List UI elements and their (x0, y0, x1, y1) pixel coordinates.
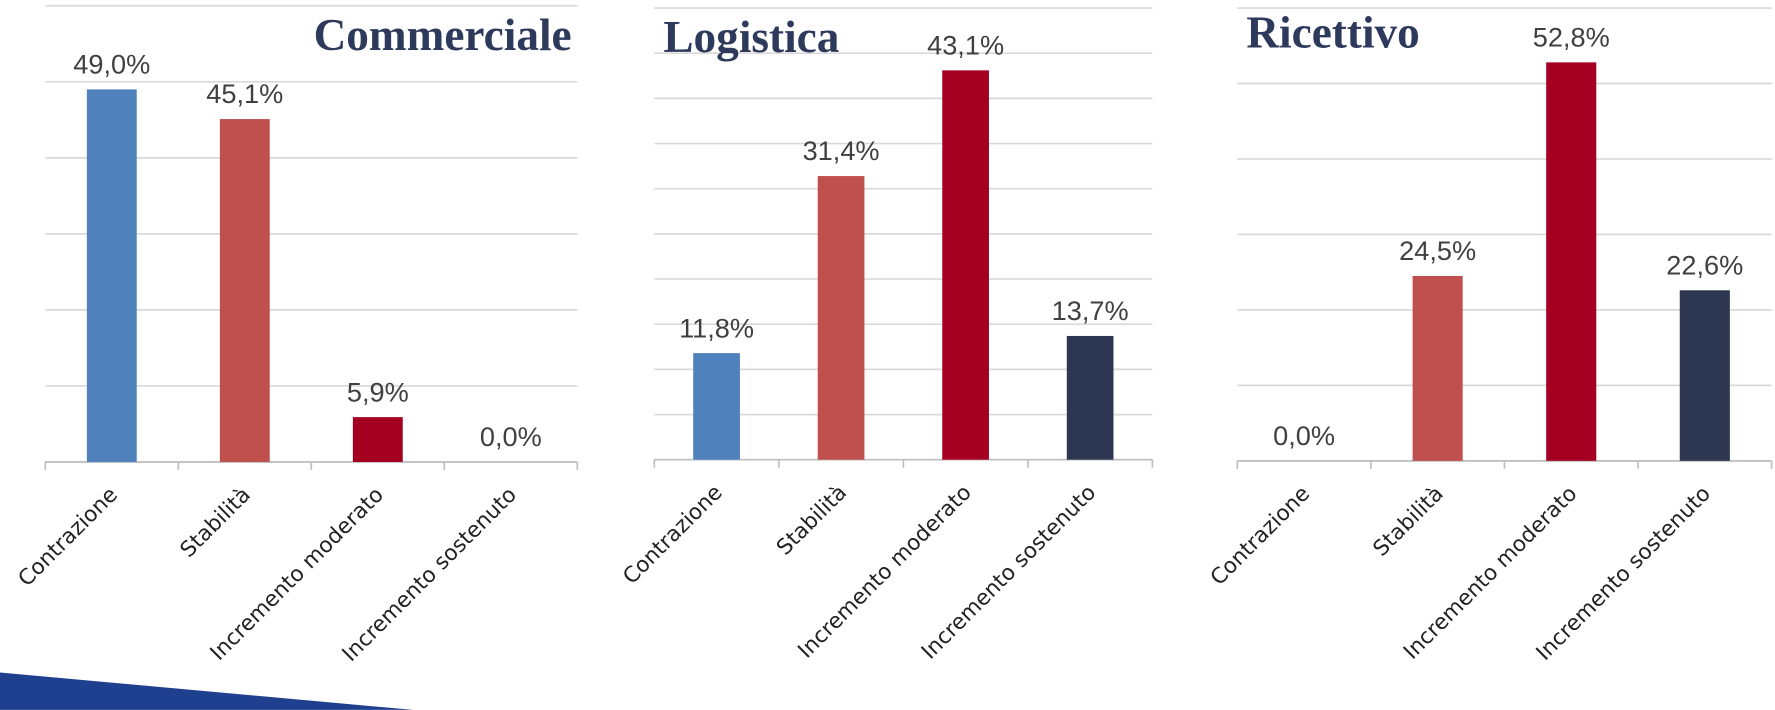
decor-band (0, 672, 414, 710)
value-label: 5,9% (347, 376, 409, 407)
value-label: 31,4% (803, 135, 880, 166)
bar (1412, 275, 1463, 461)
x-tick-label: Stabilità (1368, 481, 1448, 561)
x-tick-label: Contrazione (1206, 481, 1315, 590)
bar (942, 70, 989, 460)
x-tick-label: Stabilità (772, 480, 852, 560)
value-label: 11,8% (679, 312, 754, 343)
x-tick-label: Stabilità (176, 483, 256, 563)
value-label: 24,5% (1399, 235, 1476, 266)
value-label: 52,8% (1533, 22, 1610, 53)
bar (352, 417, 403, 462)
value-label: 49,0% (73, 49, 150, 80)
bar (219, 119, 270, 462)
value-label: 45,1% (206, 78, 283, 109)
value-label: 43,1% (927, 30, 1004, 61)
x-tick-label: Contrazione (14, 483, 123, 592)
value-label: 13,7% (1052, 295, 1129, 326)
bar (1546, 62, 1597, 461)
chart-title: Logistica (663, 12, 839, 62)
bar (1066, 335, 1114, 460)
bar (693, 353, 740, 460)
bar (86, 89, 137, 462)
value-label: 0,0% (480, 421, 542, 452)
chart-title: Ricettivo (1246, 8, 1419, 58)
bar (1679, 290, 1730, 461)
x-tick-label: Contrazione (618, 480, 727, 589)
value-label: 0,0% (1273, 420, 1335, 451)
bar (817, 176, 865, 460)
chart-title: Commerciale (314, 10, 572, 60)
value-label: 22,6% (1666, 249, 1743, 280)
